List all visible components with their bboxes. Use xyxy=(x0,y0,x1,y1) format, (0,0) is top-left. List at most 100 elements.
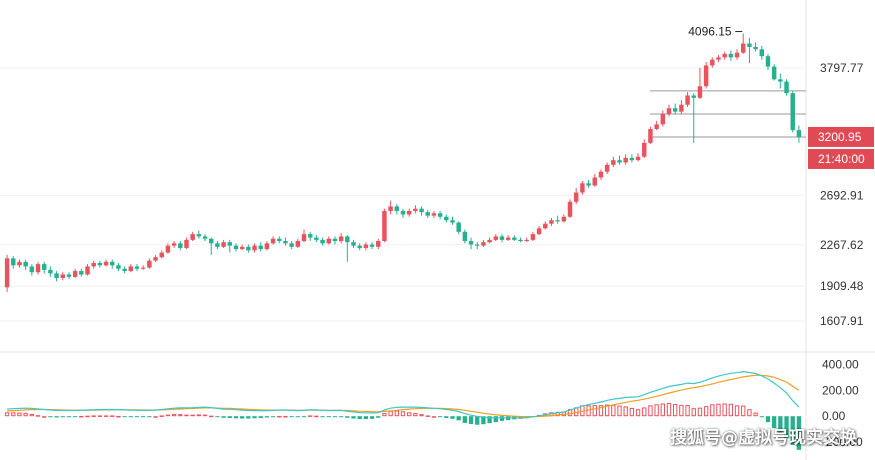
macd-bar xyxy=(654,404,659,417)
macd-bar xyxy=(277,415,282,418)
macd-bar xyxy=(35,415,41,417)
macd-bar xyxy=(407,412,412,417)
candle-body xyxy=(666,108,672,114)
macd-bar xyxy=(103,415,109,417)
macd-bar xyxy=(376,416,381,418)
candle-body xyxy=(648,128,653,143)
macd-bar xyxy=(734,405,740,417)
candle-body xyxy=(382,211,387,242)
macd-bar xyxy=(66,416,72,418)
candle-body xyxy=(307,234,313,238)
macd-bar xyxy=(85,415,90,418)
macd-bar xyxy=(320,416,325,418)
candle-body xyxy=(233,245,239,250)
macd-bar xyxy=(425,415,430,417)
macd-bar xyxy=(178,414,183,417)
macd-bar xyxy=(679,404,684,417)
macd-bar xyxy=(209,415,214,418)
macd-bar xyxy=(141,416,146,418)
macd-bar xyxy=(171,413,177,417)
macd-bar xyxy=(660,403,665,417)
macd-tick-label: 0.00 xyxy=(822,409,846,423)
macd-bar xyxy=(790,416,795,445)
candle-body xyxy=(530,234,536,240)
watermark: 搜狐号@虚拟号现实交换 xyxy=(670,428,857,448)
macd-bar xyxy=(685,405,690,417)
macd-bar xyxy=(72,416,78,418)
candle-body xyxy=(586,183,591,186)
candle-body xyxy=(66,274,72,277)
macd-tick-label: 200.00 xyxy=(822,383,859,397)
macd-bar xyxy=(642,407,647,417)
candle-body xyxy=(41,264,47,270)
candle-body xyxy=(159,252,164,258)
candle-body xyxy=(716,57,721,60)
macd-bar xyxy=(765,416,771,423)
candle-body xyxy=(710,59,715,66)
price-tick-label: 1607.91 xyxy=(820,314,864,328)
candle-body xyxy=(617,160,622,163)
candle-body xyxy=(549,220,554,224)
candle-body xyxy=(741,43,746,53)
candle-body xyxy=(4,258,10,288)
dif-line xyxy=(7,370,800,419)
candle-body xyxy=(642,142,647,157)
macd-bar xyxy=(394,410,399,417)
candle-body xyxy=(456,222,461,232)
macd-bar xyxy=(122,416,127,418)
candle-body xyxy=(85,266,90,275)
macd-bar xyxy=(190,414,195,417)
price-tick-label: 2692.91 xyxy=(820,189,864,203)
price-axis: 3797.77 2692.91 2267.62 1909.48 1607.91 xyxy=(820,61,864,328)
candle-body xyxy=(246,246,251,251)
macd-bar xyxy=(444,416,449,419)
candle-body xyxy=(635,156,641,161)
macd-bar xyxy=(697,407,703,417)
macd-bar xyxy=(716,403,721,417)
candle-body xyxy=(171,243,177,246)
macd-bar xyxy=(97,415,103,417)
macd-bar xyxy=(778,416,783,433)
macd-bar xyxy=(710,404,715,417)
candle-body xyxy=(314,237,319,240)
candle-body xyxy=(512,237,517,240)
macd-bar xyxy=(332,416,338,418)
macd-bar xyxy=(29,413,35,417)
candle-body xyxy=(580,183,585,193)
macd-tick-label: 400.00 xyxy=(822,357,859,371)
candle-body xyxy=(722,53,727,58)
candle-body xyxy=(11,258,16,266)
macd-bar xyxy=(475,416,480,425)
macd-panel xyxy=(4,370,802,450)
candle-body xyxy=(48,269,53,274)
candle-body xyxy=(475,244,480,246)
candle-body xyxy=(289,243,294,247)
candle-body xyxy=(728,53,734,58)
macd-bar xyxy=(42,416,47,418)
candle-body xyxy=(499,236,505,240)
candle-body xyxy=(524,239,529,242)
candle-body xyxy=(784,81,789,94)
macd-bar xyxy=(673,404,678,417)
macd-bar xyxy=(227,416,232,419)
macd-bar xyxy=(722,403,727,417)
candle-body xyxy=(654,124,659,129)
candle-body xyxy=(184,239,189,248)
candle-body xyxy=(97,262,103,266)
candle-body xyxy=(629,157,635,161)
macd-bar xyxy=(202,414,208,417)
candle-body xyxy=(660,113,666,125)
macd-bar xyxy=(617,405,622,417)
macd-bar xyxy=(487,416,492,424)
candle-body xyxy=(363,244,369,248)
candle-body xyxy=(462,231,468,242)
macd-bar xyxy=(413,413,418,417)
macd-bar xyxy=(295,416,301,418)
price-tick-label: 3797.77 xyxy=(820,61,864,75)
price-tags: 3200.95 21:40:00 xyxy=(808,126,874,169)
macd-bar xyxy=(753,412,758,417)
macd-bar xyxy=(79,415,84,418)
macd-bar xyxy=(623,406,628,417)
candle-body xyxy=(178,243,183,248)
candle-body xyxy=(567,201,573,217)
